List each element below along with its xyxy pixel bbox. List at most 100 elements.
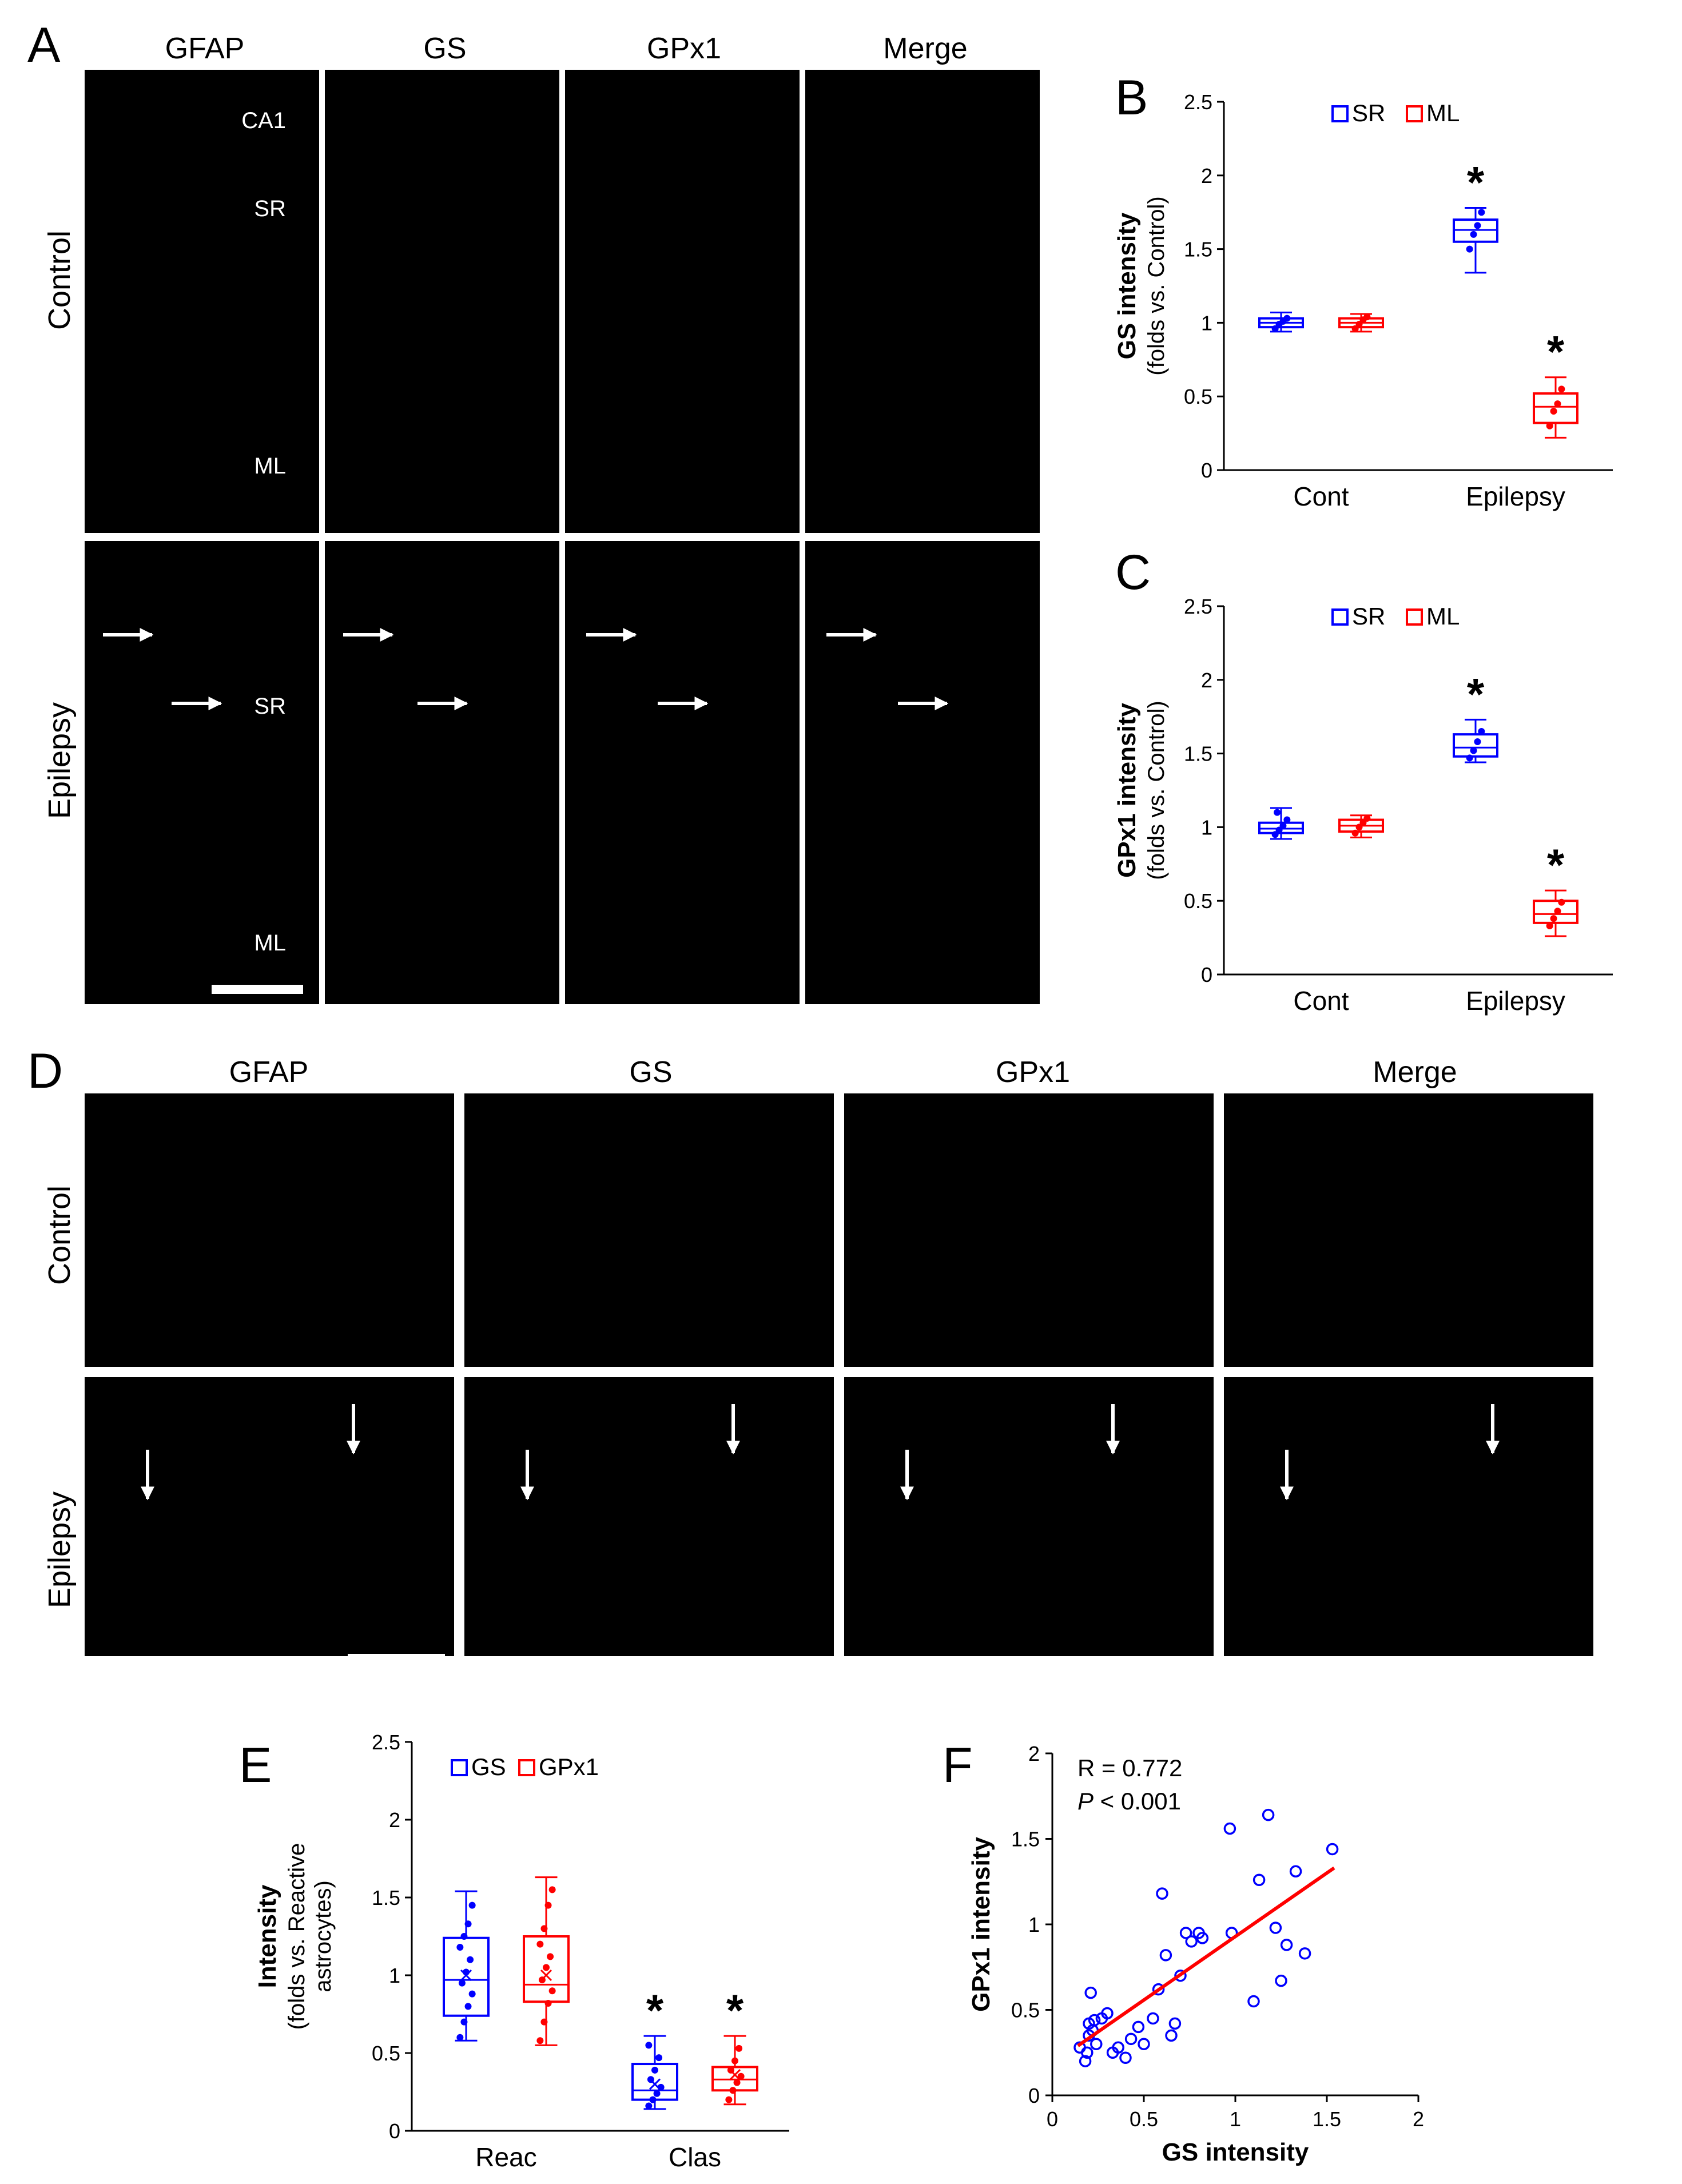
scatter-point: [1179, 1927, 1192, 1939]
y-tick-label: 1.5: [1184, 742, 1212, 766]
panel-a-epilepsy-gpx1: [565, 541, 800, 1004]
panel-d-scale-bar: [348, 1654, 445, 1663]
category-label-clas: Clas: [669, 2142, 721, 2172]
scatter-point: [1147, 2012, 1159, 2025]
x-tick-label: 0: [1047, 2107, 1058, 2131]
data-point: [655, 2054, 663, 2062]
p-value: < 0.001: [1094, 1788, 1181, 1815]
legend-label-sr: SR: [1352, 100, 1385, 126]
data-point: [1550, 407, 1557, 415]
panel-letter-b: B: [1115, 70, 1148, 125]
data-point: [544, 1999, 552, 2007]
panel-d-control-gs: [464, 1093, 834, 1367]
y-tick-label: 2: [1028, 1742, 1040, 1765]
data-point: [1355, 320, 1363, 328]
label-ca1: CA1: [241, 108, 286, 133]
box-iqr: [1533, 392, 1578, 424]
data-point: [1275, 826, 1283, 834]
panel-letter-f: F: [943, 1738, 973, 1793]
data-point: [456, 1944, 464, 1951]
scatter-point: [1289, 1865, 1302, 1878]
panel-a-scale-bar: [212, 985, 303, 994]
box-iqr: [1453, 733, 1498, 758]
y-tick-label: 2: [389, 1808, 400, 1832]
data-point: [464, 1920, 472, 1928]
x-tick-label: 1.5: [1313, 2107, 1341, 2131]
x-tick-label: 2: [1413, 2107, 1424, 2131]
y-tick-label: 0.5: [1011, 1999, 1040, 2022]
data-point: [651, 2066, 658, 2074]
panel-a-column-headers: GFAP GS GPx1 Merge: [165, 32, 968, 65]
category-label-reac: Reac: [475, 2142, 536, 2172]
data-point: [1546, 422, 1553, 429]
data-point: [1478, 727, 1485, 735]
data-point: [548, 1987, 556, 1995]
data-point: [543, 1964, 550, 1971]
panel-d-arrows: [141, 1404, 1500, 1501]
chart-b-gs-intensity: 0 0.5 1 1.5 2 2.5 GS intensity (folds vs. Contr…: [1113, 90, 1613, 511]
data-point: [1283, 816, 1291, 824]
label-sr-control: SR: [254, 196, 286, 221]
correlation-r: R = 0.772: [1077, 1755, 1182, 1781]
significance-star: *: [726, 1985, 744, 2035]
data-point: [1271, 325, 1279, 332]
panel-d-epilepsy-merge: [1224, 1377, 1593, 1656]
scatter-point: [1132, 2020, 1145, 2034]
y-tick-label: 0.5: [1184, 889, 1212, 913]
box-mean-marker: [460, 1969, 472, 1982]
p-symbol: P: [1077, 1788, 1094, 1815]
panel-d-epilepsy-gfap: [85, 1377, 454, 1656]
y-tick-label: 0.5: [1184, 385, 1212, 408]
legend-label-gs: GS: [471, 1753, 506, 1780]
y-tick-label: 1: [1028, 1913, 1040, 1936]
chart-f-correlation-scatter: 0 0.5 1 1.5 2 0 0.5 1 1.5 2 GS intensity GPx1 inten…: [967, 1742, 1424, 2166]
panel-d-row-epilepsy: Epilepsy: [42, 1491, 77, 1608]
significance-star: *: [1547, 327, 1565, 377]
category-label-cont: Cont: [1293, 986, 1349, 1016]
chart-c-gpx1-intensity: 0 0.5 1 1.5 2 2.5 GPx1 intensity (folds vs. Con…: [1113, 595, 1613, 1016]
panel-a-control-gfap: [85, 70, 319, 533]
box-gpx1-clas: *: [711, 1985, 758, 2106]
box-gs-clas: *: [631, 1985, 678, 2110]
data-point: [540, 1925, 548, 1932]
panel-a-epilepsy-gs: [325, 541, 559, 1004]
data-point: [1550, 915, 1557, 922]
y-tick-label: 1.5: [1184, 238, 1212, 261]
y-tick-label: 0.5: [372, 2042, 400, 2065]
legend-label-gpx1: GPx1: [539, 1753, 599, 1780]
box-gpx1-reac: [523, 1876, 570, 2046]
panel-a-control-gpx1: [565, 70, 800, 533]
box-mean-marker: [729, 2069, 741, 2081]
data-point: [460, 2018, 468, 2026]
box-mean-marker: [649, 2078, 661, 2090]
y-axis-sublabel: (folds vs. Reactive: [284, 1843, 309, 2030]
panel-letter-d: D: [27, 1044, 63, 1099]
y-tick-label: 0: [1201, 963, 1212, 986]
panel-d-column-headers: GFAP GS GPx1 Merge: [229, 1056, 1457, 1089]
y-tick-label: 2: [1201, 164, 1212, 188]
panel-d-epilepsy-gpx1: [844, 1377, 1214, 1656]
scatter-point: [1084, 1986, 1097, 1999]
y-axis-label: GPx1 intensity: [967, 1837, 995, 2012]
panel-d-micrographs: [85, 1093, 1593, 1656]
box-sr-cont: [1258, 311, 1304, 333]
y-axis-sublabel: (folds vs. Control): [1144, 196, 1169, 375]
panel-d-control-gpx1: [844, 1093, 1214, 1367]
scatter-point: [1112, 2041, 1124, 2054]
data-point: [536, 2037, 544, 2044]
scatter-point: [1298, 1947, 1311, 1960]
legend-swatch-ml: [1406, 608, 1423, 626]
y-tick-label: 0: [1201, 459, 1212, 482]
data-point: [540, 2018, 548, 2026]
panel-d-header-gfap: GFAP: [229, 1056, 309, 1089]
data-point: [1351, 829, 1359, 837]
x-tick-label: 1: [1230, 2107, 1241, 2131]
scatter-point: [1275, 1974, 1287, 1987]
significance-star: *: [1467, 157, 1485, 207]
panel-d-header-gs: GS: [629, 1056, 672, 1089]
box-ml-epilepsy: *: [1533, 327, 1578, 439]
y-tick-label: 1.5: [372, 1886, 400, 1909]
panel-d-control-merge: [1224, 1093, 1593, 1367]
data-point: [1546, 922, 1553, 929]
